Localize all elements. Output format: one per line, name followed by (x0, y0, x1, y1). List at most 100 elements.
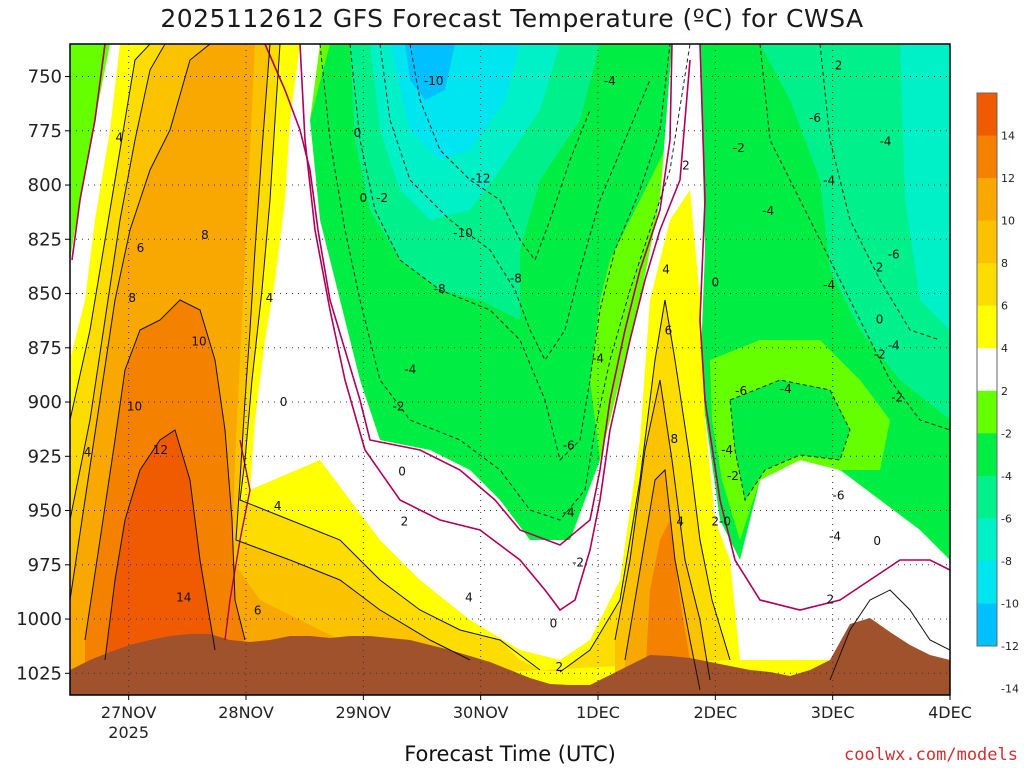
contour-label: -2 (572, 556, 584, 570)
contour-label: 4 (115, 130, 123, 144)
contour-label: 4 (266, 291, 274, 305)
colorbar-tick-label: -10 (1001, 598, 1019, 611)
x-tick-label: 29NOV (336, 703, 392, 722)
contour-label: -12 (471, 172, 491, 186)
zero-contour-right (699, 44, 950, 611)
colorbar-swatch (977, 390, 997, 434)
x-tick-label: 3DEC (811, 703, 855, 722)
contour-label: 4 (465, 590, 473, 604)
colorbar-swatch (977, 475, 997, 519)
contour-label: 4 (84, 445, 92, 459)
contour-label: -10 (453, 226, 473, 240)
contour-label: -2 (891, 391, 903, 405)
colorbar: 14 12 10 8 6 4 2 -2 -4 -6 -8 -10 -12 -14 (976, 92, 1019, 696)
contour-label: 2 (826, 593, 834, 607)
colorbar-tick-label: -12 (1001, 640, 1019, 653)
x-tick-label: 1DEC (576, 703, 620, 722)
y-tick-label: 750 (28, 67, 62, 88)
contour-label: 0 (398, 464, 406, 478)
contour-label: 0 (873, 534, 881, 548)
contour-label: -2 (733, 141, 745, 155)
contour-label: -4 (592, 352, 604, 366)
colorbar-tick-label: -8 (1001, 555, 1012, 568)
x-tick-label: 4DEC (928, 703, 972, 722)
contour-label: -6 (888, 247, 900, 261)
contour-label: -4 (762, 204, 774, 218)
contour-label: -6 (833, 488, 845, 502)
y-tick-label: 975 (28, 555, 62, 576)
zero-contour-left (71, 44, 106, 261)
zero-contour-inner (299, 44, 691, 612)
field-cold-right-2 (760, 44, 950, 420)
contour-label: -6 (563, 438, 575, 452)
colorbar-tick-label: -4 (1001, 470, 1012, 483)
contour-label: 6 (665, 323, 673, 337)
y-tick-label: 875 (28, 338, 62, 359)
colorbar-tick-label: -2 (1001, 427, 1012, 440)
y-tick-label: 775 (28, 121, 62, 142)
contour-label: -2 (376, 191, 388, 205)
contour-label: -2 (874, 347, 886, 361)
contour-label: 12 (153, 443, 168, 457)
y-tick-label: 900 (28, 392, 62, 413)
contour-label: 10 (127, 399, 142, 413)
contour-label: 4 (274, 499, 282, 513)
contour-label: 8 (670, 432, 678, 446)
contour-label: 8 (128, 291, 136, 305)
contour-label: -4 (823, 278, 835, 292)
contour-label: -2 (393, 399, 405, 413)
contour-label: -8 (510, 271, 522, 285)
contour-label: -4 (780, 382, 792, 396)
zero-contour-center (264, 44, 673, 546)
contour-label: 6 (254, 603, 262, 617)
contour-label: 8 (201, 228, 209, 242)
contour-label: -4 (604, 74, 616, 88)
colorbar-swatch (977, 348, 997, 392)
colorbar-swatch (977, 305, 997, 349)
y-tick-label: 925 (28, 446, 62, 467)
negative-contours (319, 44, 950, 521)
x-tick-label: 28NOV (218, 703, 274, 722)
contour-label: 14 (176, 590, 191, 604)
y-tick-label: 1025 (16, 663, 62, 684)
x-tick-label: 2DEC (693, 703, 737, 722)
contour-label: 0 (354, 126, 362, 140)
y-tick-label: 825 (28, 229, 62, 250)
contour-label: -4 (563, 506, 575, 520)
contour-label: -4 (404, 363, 416, 377)
zero-contour-lower (224, 439, 251, 641)
contour-label: -6 (809, 111, 821, 125)
field-cool-right-low-2 (730, 380, 850, 500)
contour-label: -4 (879, 135, 891, 149)
colorbar-swatch (977, 603, 997, 647)
y-tick-label: 1000 (16, 609, 62, 630)
colorbar-frame (976, 92, 998, 647)
contour-label: 0 (550, 616, 558, 630)
field-cold-right-3 (900, 44, 950, 330)
field-warm-10-b (645, 520, 690, 695)
contour-label: 4 (662, 263, 670, 277)
contour-label: -8 (434, 282, 446, 296)
x-tick-label: 27NOV (101, 703, 157, 722)
colorbar-tick-label: 4 (1001, 342, 1008, 355)
contour-label: -4 (888, 339, 900, 353)
colorbar-swatch (977, 518, 997, 562)
x-tick-label: 30NOV (453, 703, 509, 722)
contour-label: 6 (137, 241, 145, 255)
contour-label: 2-0 (711, 514, 731, 528)
contour-label: 2 (401, 514, 409, 528)
y-tick-label: 800 (28, 175, 62, 196)
x-tick-sublabel: 2025 (108, 723, 149, 742)
contour-label: 2 (555, 660, 563, 674)
contour-label: 0 (712, 276, 720, 290)
contour-label: -6 (735, 384, 747, 398)
colorbar-swatch (977, 263, 997, 307)
x-axis-label: Forecast Time (UTC) (404, 742, 616, 766)
contour-label: 2 (835, 59, 843, 73)
colorbar-tick-label: -14 (1001, 683, 1019, 696)
contour-label: 10 (191, 334, 206, 348)
colorbar-swatch (977, 93, 997, 137)
credit-text[interactable]: coolwx.com/models (844, 745, 1018, 765)
terrain (70, 618, 950, 695)
